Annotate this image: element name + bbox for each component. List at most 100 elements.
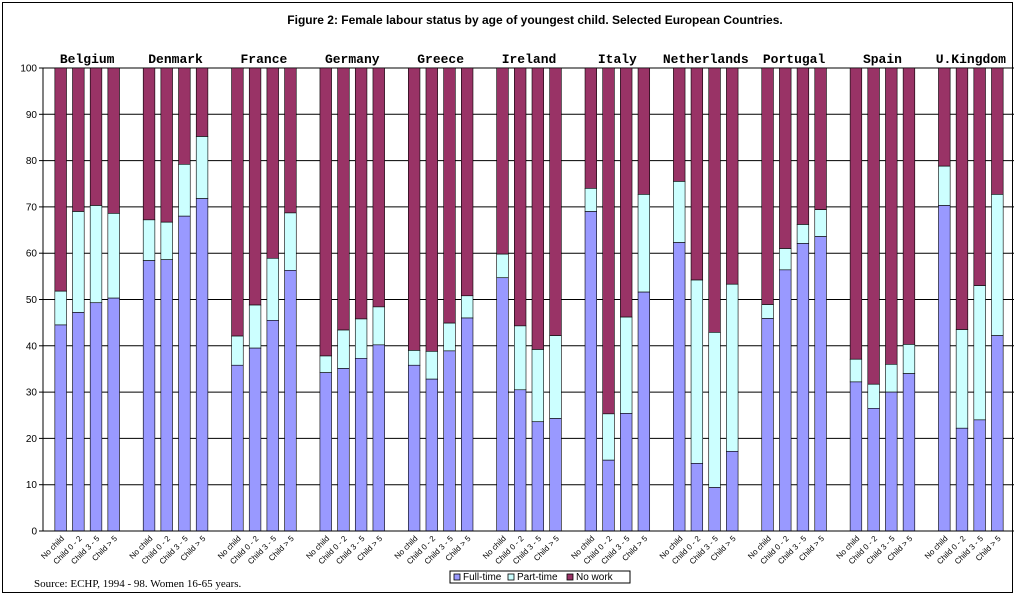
bar-nowork-spain-3 — [902, 67, 916, 345]
bar-parttime-netherlands-2 — [708, 332, 721, 488]
bar-fulltime-ukingdom-1 — [955, 427, 969, 532]
bar-fulltime-greece-2 — [443, 350, 456, 532]
bar-parttime-portugal-0 — [761, 304, 774, 319]
country-label-ukingdom: U.Kingdom — [936, 52, 1006, 67]
bar-nowork-spain-1 — [867, 67, 880, 385]
bar-nowork-germany-0 — [319, 67, 332, 357]
bar-nowork-denmark-3 — [195, 67, 209, 137]
bar-nowork-portugal-0 — [761, 67, 774, 305]
bar-nowork-ireland-0 — [496, 67, 509, 255]
chart-title: Figure 2: Female labour status by age of… — [287, 13, 782, 27]
bar-nowork-portugal-1 — [779, 67, 792, 249]
bar-nowork-france-1 — [248, 67, 262, 306]
bar-parttime-belgium-0 — [54, 290, 67, 326]
bar-fulltime-denmark-0 — [142, 260, 156, 532]
bar-parttime-netherlands-3 — [726, 283, 739, 452]
bar-parttime-italy-2 — [620, 316, 633, 414]
bar-nowork-france-0 — [231, 67, 244, 337]
bar-parttime-spain-1 — [867, 383, 880, 409]
bar-fulltime-spain-1 — [867, 408, 880, 532]
bar-fulltime-denmark-2 — [178, 215, 191, 532]
bar-fulltime-portugal-3 — [814, 236, 827, 532]
chart-svg: Figure 2: Female labour status by age of… — [20, 13, 1014, 590]
bar-nowork-ireland-3 — [549, 67, 562, 336]
bar-parttime-belgium-3 — [107, 213, 120, 299]
bar-parttime-ireland-1 — [514, 325, 527, 391]
country-label-denmark: Denmark — [148, 52, 203, 67]
bar-nowork-germany-2 — [354, 67, 368, 320]
bar-nowork-belgium-2 — [89, 67, 103, 206]
bar-fulltime-germany-0 — [319, 372, 332, 532]
bar-fulltime-germany-3 — [372, 344, 385, 532]
bar-fulltime-germany-1 — [337, 368, 350, 532]
bar-nowork-greece-1 — [425, 67, 438, 352]
bar-parttime-germany-0 — [319, 355, 332, 373]
bar-fulltime-greece-0 — [407, 364, 421, 532]
bar-parttime-france-2 — [266, 257, 279, 321]
bar-nowork-portugal-3 — [814, 67, 827, 210]
country-label-france: France — [241, 52, 288, 67]
bar-parttime-germany-3 — [372, 306, 385, 346]
ytick-label-80: 80 — [26, 156, 38, 167]
bar-fulltime-greece-3 — [461, 317, 474, 532]
ytick-label-40: 40 — [26, 341, 38, 352]
bar-fulltime-ukingdom-3 — [991, 335, 1004, 532]
legend-label-fulltime: Full-time — [463, 572, 502, 583]
country-label-netherlands: Netherlands — [663, 52, 749, 67]
bar-parttime-italy-0 — [584, 188, 597, 212]
bar-fulltime-spain-0 — [849, 381, 863, 532]
country-label-spain: Spain — [863, 52, 902, 67]
bar-fulltime-italy-3 — [637, 291, 651, 532]
bar-nowork-italy-1 — [602, 67, 615, 415]
bar-fulltime-netherlands-0 — [673, 242, 686, 532]
ytick-label-0: 0 — [31, 527, 37, 538]
ytick-label-60: 60 — [26, 249, 38, 260]
bar-nowork-denmark-1 — [160, 67, 173, 223]
bar-fulltime-belgium-2 — [89, 302, 103, 532]
bar-nowork-ukingdom-3 — [991, 67, 1004, 195]
bar-nowork-greece-2 — [443, 67, 456, 324]
bar-nowork-ireland-1 — [514, 67, 527, 327]
ytick-label-10: 10 — [26, 480, 38, 491]
bar-nowork-ukingdom-1 — [955, 67, 969, 330]
bar-nowork-denmark-0 — [142, 67, 156, 221]
bar-fulltime-ukingdom-0 — [938, 205, 951, 532]
bar-nowork-italy-2 — [620, 67, 633, 318]
bar-parttime-greece-2 — [443, 322, 456, 352]
source-note: Source: ECHP, 1994 - 98. Women 16-65 yea… — [34, 578, 242, 590]
country-label-greece: Greece — [417, 52, 464, 67]
bar-fulltime-ireland-2 — [531, 421, 544, 532]
bar-parttime-denmark-0 — [142, 219, 156, 261]
bar-nowork-germany-3 — [372, 67, 385, 308]
bar-nowork-germany-1 — [337, 67, 350, 331]
bar-parttime-france-1 — [248, 304, 262, 349]
country-label-italy: Italy — [598, 52, 637, 67]
country-label-germany: Germany — [325, 52, 380, 67]
bar-fulltime-belgium-0 — [54, 324, 67, 532]
bar-fulltime-denmark-3 — [195, 198, 209, 532]
bar-parttime-france-3 — [284, 212, 297, 271]
ytick-label-100: 100 — [20, 64, 37, 75]
bar-nowork-spain-0 — [849, 67, 863, 360]
bar-nowork-ukingdom-0 — [938, 67, 951, 167]
bar-parttime-ireland-0 — [496, 253, 509, 279]
bar-fulltime-italy-2 — [620, 413, 633, 532]
bar-fulltime-spain-2 — [885, 391, 898, 532]
bar-nowork-france-2 — [266, 67, 279, 259]
bar-fulltime-ireland-1 — [514, 389, 527, 532]
legend-swatch-parttime — [507, 573, 515, 581]
bar-nowork-ireland-2 — [531, 67, 544, 350]
bar-parttime-greece-0 — [407, 350, 421, 366]
bar-parttime-france-0 — [231, 335, 244, 366]
bar-parttime-ukingdom-0 — [938, 165, 951, 206]
bar-nowork-italy-0 — [584, 67, 597, 189]
bar-fulltime-portugal-2 — [796, 243, 810, 532]
bar-fulltime-netherlands-2 — [708, 487, 721, 532]
bar-fulltime-spain-3 — [902, 373, 916, 532]
bar-fulltime-netherlands-3 — [726, 451, 739, 532]
bar-fulltime-italy-1 — [602, 459, 615, 532]
country-label-belgium: Belgium — [60, 52, 115, 67]
bars — [54, 67, 1004, 532]
bar-nowork-netherlands-2 — [708, 67, 721, 333]
bar-nowork-belgium-0 — [54, 67, 67, 292]
